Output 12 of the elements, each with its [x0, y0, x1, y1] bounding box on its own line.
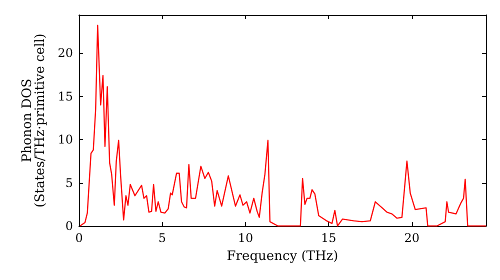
y-tick-label: 0: [65, 219, 73, 233]
x-tick-label: 20: [404, 231, 420, 245]
x-tick-label: 5: [158, 231, 166, 245]
x-tick-label: 10: [238, 231, 254, 245]
y-tick-label: 20: [58, 46, 73, 60]
y-tick-label: 15: [58, 89, 73, 104]
x-tick-label: 0: [75, 231, 83, 245]
x-axis-title: Frequency (THz): [226, 249, 338, 264]
y-axis-title: Phonon DOS (States/THz·primitive cell): [20, 33, 48, 208]
x-tick-label: 15: [321, 231, 336, 245]
y-tick-label: 5: [65, 176, 73, 190]
y-tick-label: 10: [58, 132, 73, 147]
